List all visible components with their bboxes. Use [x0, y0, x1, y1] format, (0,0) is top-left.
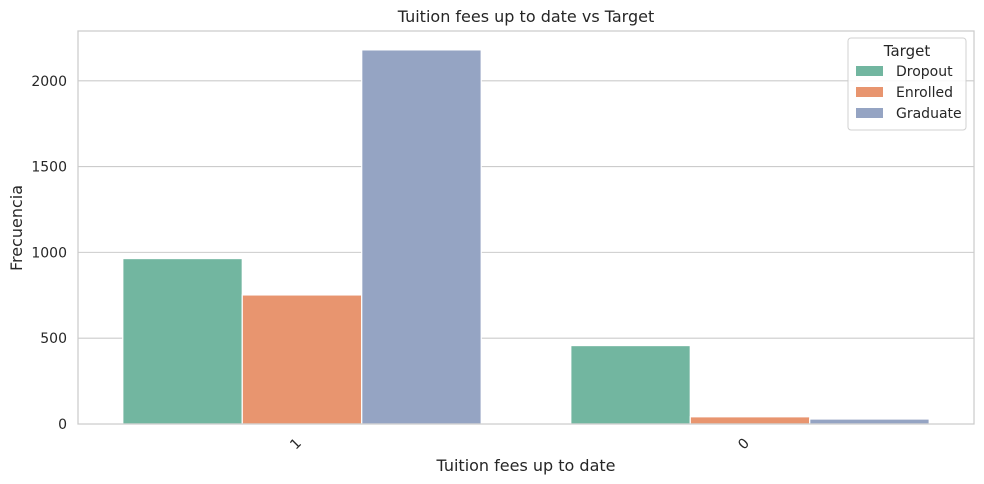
y-tick-labels: 0 500 1000 1500 2000 [31, 74, 67, 433]
legend-swatch-enrolled [856, 87, 883, 97]
legend-title: Target [883, 42, 931, 60]
y-tick-label: 0 [58, 417, 67, 433]
legend-swatch-graduate [856, 108, 883, 118]
y-tick-label: 500 [40, 331, 67, 347]
bar-dropout-0 [570, 344, 691, 425]
bar-enrolled-1 [241, 294, 363, 425]
y-tick-label: 2000 [31, 74, 67, 90]
bar-enrolled-0 [689, 416, 811, 425]
y-axis-title: Frecuencia [7, 185, 26, 271]
chart-title: Tuition fees up to date vs Target [397, 7, 655, 26]
bar-dropout-1 [122, 257, 243, 425]
legend: Target Dropout Enrolled Graduate [847, 37, 967, 131]
bars [122, 49, 930, 425]
legend-swatch-dropout [856, 66, 883, 76]
plot-frame [77, 30, 975, 425]
x-axis-title: Tuition fees up to date [435, 456, 615, 475]
bar-graduate-1 [361, 49, 482, 425]
x-tick-label: 0 [735, 436, 753, 454]
legend-label-dropout: Dropout [896, 64, 953, 80]
legend-label-enrolled: Enrolled [896, 85, 953, 101]
legend-frame [847, 37, 967, 131]
bar-graduate-0 [809, 418, 930, 425]
legend-label-graduate: Graduate [896, 106, 962, 122]
y-tick-label: 1000 [31, 245, 67, 261]
x-tick-label: 1 [287, 436, 305, 454]
y-tick-label: 1500 [31, 160, 67, 176]
